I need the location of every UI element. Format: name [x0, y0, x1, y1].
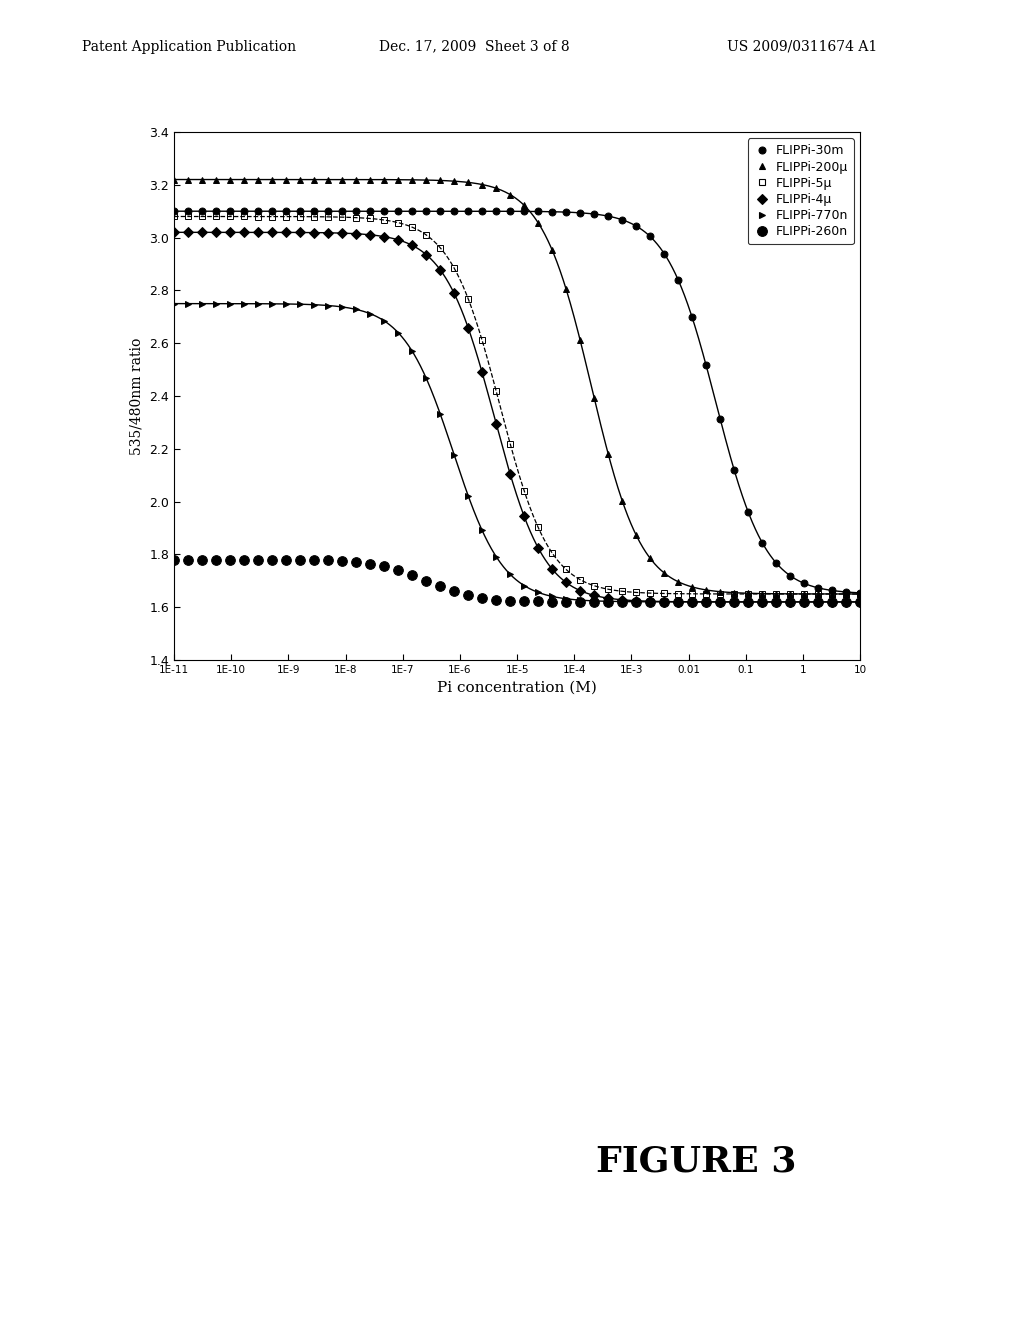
- Text: FIGURE 3: FIGURE 3: [596, 1144, 797, 1179]
- X-axis label: Pi concentration (M): Pi concentration (M): [437, 680, 597, 694]
- Y-axis label: 535/480nm ratio: 535/480nm ratio: [130, 338, 143, 454]
- Text: Dec. 17, 2009  Sheet 3 of 8: Dec. 17, 2009 Sheet 3 of 8: [379, 40, 569, 54]
- Text: US 2009/0311674 A1: US 2009/0311674 A1: [727, 40, 878, 54]
- Text: Patent Application Publication: Patent Application Publication: [82, 40, 296, 54]
- Legend: FLIPPi-30m, FLIPPi-200μ, FLIPPi-5μ, FLIPPi-4μ, FLIPPi-770n, FLIPPi-260n: FLIPPi-30m, FLIPPi-200μ, FLIPPi-5μ, FLIP…: [748, 139, 854, 244]
